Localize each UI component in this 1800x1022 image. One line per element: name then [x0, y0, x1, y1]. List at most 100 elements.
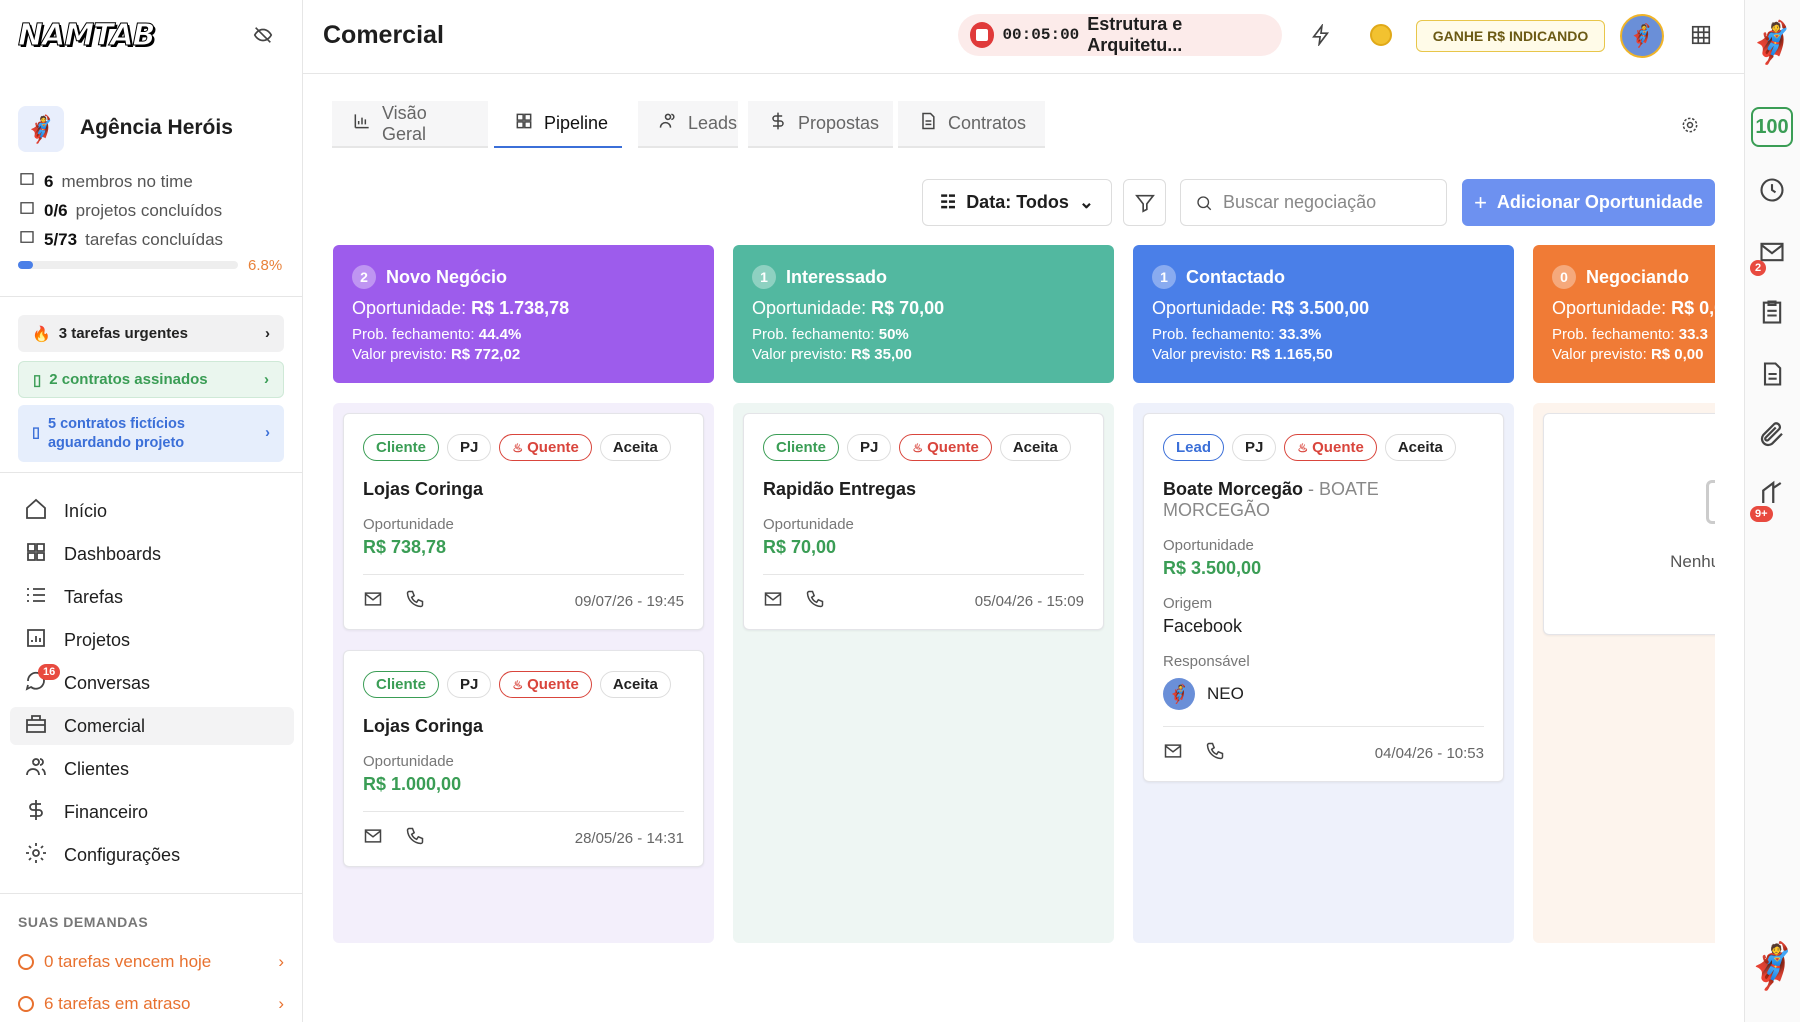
- icon[interactable]: [1163, 741, 1183, 765]
- demand-item[interactable]: 0 tarefas vencem hoje ›: [18, 952, 284, 972]
- nav-label: Dashboards: [64, 543, 162, 564]
- tag: PJ: [1232, 434, 1277, 461]
- value: R$ 70,00: [871, 298, 945, 318]
- tab[interactable]: Leads: [638, 101, 738, 148]
- alert-fictitious[interactable]: ▯ 5 contratos fictícios aguardando projet…: [18, 405, 284, 462]
- value: R$ 0,00: [1650, 346, 1704, 363]
- tag: Aceita: [999, 434, 1071, 461]
- alert-signed[interactable]: ▯ 2 contratos assinados ›: [18, 361, 284, 398]
- nav-item[interactable]: Início: [10, 492, 294, 530]
- tab[interactable]: Contratos: [898, 101, 1045, 148]
- tab-label: Visão Geral: [382, 102, 427, 144]
- column-header: 2 Novo Negócio Oportunidade: R$ 1.738,78 Pr…: [333, 245, 714, 383]
- tab[interactable]: Propostas: [748, 101, 893, 148]
- add-opportunity-button[interactable]: + Adicionar Oportunidade: [1462, 179, 1715, 226]
- attach-icon[interactable]: [1757, 420, 1787, 450]
- column-opportunity: Oportunidade: R$ 70,00: [752, 299, 1095, 317]
- date-filter[interactable]: ☷ Data: Todos ⌄: [922, 179, 1112, 226]
- opportunity-value: R$ 738,78: [363, 537, 447, 557]
- nav-item[interactable]: Configurações: [10, 836, 294, 874]
- origin-label: Origem: [1163, 595, 1213, 612]
- clipboard-icon[interactable]: [1758, 298, 1786, 326]
- deal-card[interactable]: Lead PJ ♨ Quente Aceita Boate Morcegão - BOAT…: [1143, 413, 1504, 782]
- tab-label: Leads: [688, 113, 738, 133]
- hide-icon[interactable]: [252, 24, 274, 46]
- icon[interactable]: [805, 589, 825, 613]
- deal-date: 05/04/26 - 15:09: [974, 592, 1084, 610]
- icon: [24, 841, 48, 870]
- label: Valor previsto:: [1152, 346, 1247, 363]
- tag: PJ: [447, 671, 492, 698]
- nav-item[interactable]: Conversas 16: [10, 664, 294, 702]
- deal-date: 04/04/26 - 10:53: [1374, 744, 1484, 762]
- responsible: 🦸 NEO: [1163, 678, 1484, 710]
- demand-item[interactable]: 6 tarefas em atraso ›: [18, 994, 284, 1014]
- tag: ♨ Quente: [899, 434, 992, 461]
- icon[interactable]: [363, 589, 383, 613]
- deal-title: Lojas Coringa: [363, 716, 684, 737]
- empty-state: Nenhum negó: [1543, 413, 1715, 635]
- nav-item[interactable]: Comercial: [10, 707, 294, 745]
- bolt-icon[interactable]: [1310, 24, 1332, 46]
- icon[interactable]: [363, 826, 383, 850]
- filter-button[interactable]: [1123, 179, 1166, 226]
- apps-icon[interactable]: [1690, 24, 1712, 46]
- icon[interactable]: [763, 589, 783, 613]
- nav-label: Início: [64, 500, 108, 521]
- tab-label: Contratos: [948, 113, 1027, 133]
- coin-icon[interactable]: [1370, 24, 1392, 46]
- pipeline-column: 2 Novo Negócio Oportunidade: R$ 1.738,78 Pr…: [333, 245, 714, 943]
- nav-label: Comercial: [64, 715, 146, 736]
- page-title: Comercial: [323, 21, 444, 49]
- demand-text: 6 tarefas em atraso: [44, 994, 191, 1013]
- deal-card[interactable]: Cliente PJ ♨ Quente Aceita Lojas Coringa Oport…: [343, 650, 704, 867]
- icon: [24, 497, 48, 526]
- icon[interactable]: [1205, 741, 1225, 765]
- stat-count: 5/73: [44, 229, 78, 249]
- icon: [24, 755, 48, 784]
- column-header: 1 Contactado Oportunidade: R$ 3.500,00 Prob…: [1133, 245, 1514, 383]
- icon: [18, 199, 36, 222]
- tag-text: Cliente: [776, 439, 827, 456]
- tag-text: PJ: [1245, 439, 1264, 456]
- add-button-text: Adicionar Oportunidade: [1496, 192, 1703, 212]
- nav-item[interactable]: Tarefas: [10, 578, 294, 616]
- alert-urgent[interactable]: 🔥 3 tarefas urgentes ›: [18, 315, 284, 352]
- clock-icon[interactable]: [1758, 176, 1786, 204]
- nav-label: Conversas: [64, 672, 151, 693]
- score[interactable]: 100: [1744, 107, 1800, 147]
- pipeline-column: 1 Contactado Oportunidade: R$ 3.500,00 Prob…: [1133, 245, 1514, 943]
- tag-row: Cliente PJ ♨ Quente Aceita: [363, 434, 684, 461]
- nav-item[interactable]: Clientes: [10, 750, 294, 788]
- deal-card[interactable]: Cliente PJ ♨ Quente Aceita Lojas Coringa Oport…: [343, 413, 704, 630]
- icon[interactable]: [405, 826, 425, 850]
- assistant-avatar[interactable]: 🦸: [1744, 942, 1800, 991]
- deal-title: Boate Morcegão - BOATE MORCEGÃO: [1163, 479, 1484, 521]
- referral-button[interactable]: GANHE R$ INDICANDO: [1416, 20, 1605, 52]
- icon[interactable]: [405, 589, 425, 613]
- sidebar: NAMTAB 🦸 Agência Heróis 6.8% 🔥 3 tarefas …: [0, 0, 303, 1022]
- deal-date: 28/05/26 - 14:31: [574, 829, 684, 847]
- deal-card[interactable]: Cliente PJ ♨ Quente Aceita Rapidão Entregas Op…: [743, 413, 1104, 630]
- notification-badge: 9+: [1750, 506, 1773, 522]
- nav-item[interactable]: Financeiro: [10, 793, 294, 831]
- tag: ♨ Quente: [499, 434, 592, 461]
- nav-badge: 16: [38, 664, 61, 680]
- pipeline-column: 0 Negociando Oportunidade: R$ 0,0 Prob. fec…: [1533, 245, 1715, 943]
- column-body: Lead PJ ♨ Quente Aceita Boate Morcegão - BOAT…: [1133, 403, 1514, 943]
- tag: ♨ Quente: [499, 671, 592, 698]
- user-avatar[interactable]: 🦸: [1620, 14, 1664, 58]
- flame-icon: ♨: [912, 440, 924, 455]
- nav-item[interactable]: Dashboards: [10, 535, 294, 573]
- tab[interactable]: Pipeline: [494, 101, 622, 148]
- mail-icon[interactable]: [1758, 238, 1786, 266]
- timer-pill[interactable]: 00:05:00 Estrutura e Arquitetu...: [958, 14, 1282, 56]
- settings-icon[interactable]: [1680, 115, 1700, 135]
- search-input[interactable]: Buscar negociação: [1180, 179, 1447, 226]
- notification-icon[interactable]: [1757, 478, 1787, 508]
- tab[interactable]: Visão Geral: [332, 101, 488, 148]
- document-icon[interactable]: [1758, 360, 1786, 388]
- empty-text: Nenhum negó: [1670, 552, 1715, 571]
- nav-item[interactable]: Projetos: [10, 621, 294, 659]
- value: 33.3%: [1278, 326, 1322, 343]
